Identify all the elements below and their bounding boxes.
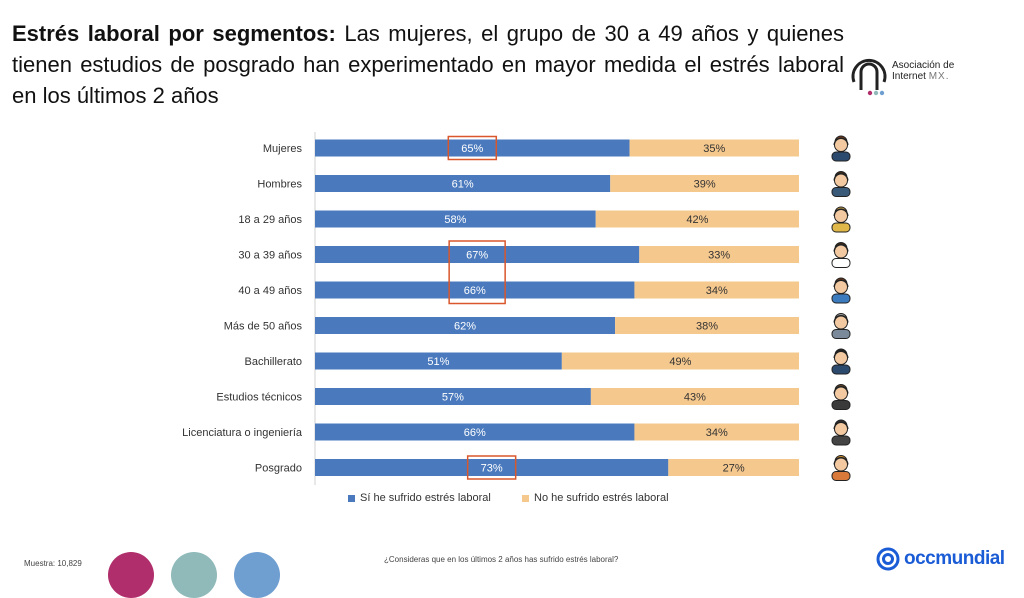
bar-si: [315, 459, 669, 476]
legend-label-no: No he sufrido estrés laboral: [534, 492, 669, 504]
data-label-no: 34%: [706, 285, 728, 297]
data-label-si: 65%: [461, 143, 483, 155]
bar-no: [590, 388, 799, 405]
bar-si: [315, 352, 562, 370]
sample-size: Muestra: 10,829: [24, 559, 82, 568]
woman-glasses-icon: [831, 242, 851, 268]
bar-si: [315, 139, 630, 157]
legend-swatch-si: [348, 494, 355, 502]
category-label: Mujeres: [263, 143, 303, 155]
category-label: Más de 50 años: [224, 321, 303, 333]
couple-icon: [831, 277, 851, 304]
data-label-no: 38%: [696, 321, 718, 333]
category-label: Licenciatura o ingeniería: [182, 427, 303, 439]
highlight-box: [466, 455, 517, 480]
data-label-si: 57%: [442, 392, 464, 404]
data-label-si: 73%: [481, 463, 503, 475]
older-couple-icon: [831, 313, 851, 339]
data-label-no: 42%: [686, 214, 708, 226]
category-label: Posgrado: [255, 463, 302, 475]
data-label-no: 33%: [708, 250, 730, 262]
postgraduate-icon: [831, 455, 851, 481]
bar-si: [315, 210, 596, 228]
data-label-no: 34%: [706, 427, 728, 439]
category-label: 40 a 49 años: [238, 285, 302, 297]
data-label-si: 66%: [464, 285, 486, 297]
bar-no: [610, 175, 799, 192]
page-title: Estrés laboral por segmentos: Las mujere…: [12, 18, 844, 111]
bar-si: [315, 423, 635, 441]
survey-question: ¿Consideras que en los últimos 2 años ha…: [384, 555, 619, 564]
data-label-si: 67%: [466, 250, 488, 262]
bar-no: [595, 210, 799, 228]
category-label: Hombres: [257, 179, 302, 191]
data-label-no: 39%: [694, 179, 716, 191]
data-label-si: 51%: [427, 356, 449, 368]
occmundial-brand: occmundial: [904, 548, 1005, 569]
man-icon: [831, 171, 851, 197]
bar-no: [615, 317, 799, 334]
decorative-dot-magenta: [108, 552, 154, 598]
technician-icon: [831, 384, 851, 410]
legend-label-si: Sí he sufrido estrés laboral: [360, 492, 491, 504]
legend-swatch-no: [522, 494, 529, 502]
young-person-icon: [831, 206, 851, 233]
category-label: Bachillerato: [245, 356, 302, 368]
bar-si: [315, 281, 635, 299]
bar-si: [315, 317, 616, 334]
data-label-si: 66%: [464, 427, 486, 439]
data-label-no: 35%: [703, 143, 725, 155]
occmundial-logo: occmundial: [876, 545, 1005, 573]
graduate-icon: [831, 348, 851, 375]
data-label-si: 61%: [452, 179, 474, 191]
data-label-no: 43%: [684, 392, 706, 404]
data-label-si: 58%: [444, 214, 466, 226]
aimx-logo-icon: [851, 59, 887, 96]
data-label-no: 49%: [669, 356, 691, 368]
bar-si: [315, 175, 611, 192]
legend-item-no: No he sufrido estrés laboral: [522, 492, 669, 504]
highlight-box: [448, 240, 506, 305]
bar-si: [315, 246, 640, 263]
logo-line2: Internet MX.: [892, 71, 950, 82]
woman-icon: [831, 135, 851, 162]
stacked-bar-chart: Mujeres 65% 35% Hombres 61% 39% 18 a 29 años 58…: [182, 132, 851, 485]
bar-si: [315, 388, 591, 405]
logo-line1: Asociación de: [892, 60, 955, 71]
bar-no: [668, 459, 799, 476]
bar-no: [634, 281, 799, 299]
category-label: Estudios técnicos: [216, 392, 302, 404]
category-label: 18 a 29 años: [238, 214, 302, 226]
category-label: 30 a 39 años: [238, 250, 302, 262]
bar-no: [629, 139, 799, 157]
title-bold: Estrés laboral por segmentos:: [12, 21, 336, 46]
legend-item-si: Sí he sufrido estrés laboral: [348, 492, 491, 504]
bar-no: [634, 423, 799, 441]
occ-target-icon: [876, 547, 900, 571]
bar-no: [639, 246, 799, 263]
data-label-no: 27%: [723, 463, 745, 475]
engineer-icon: [831, 419, 851, 446]
decorative-dot-teal: [171, 552, 217, 598]
highlight-box: [447, 135, 498, 161]
decorative-dot-blue: [234, 552, 280, 598]
title-rest: Las mujeres, el grupo de 30 a 49 años y …: [12, 21, 844, 108]
bar-no: [561, 352, 799, 370]
data-label-si: 62%: [454, 321, 476, 333]
asociacion-internet-mx-logo: Asociación de Internet MX.: [848, 52, 988, 98]
